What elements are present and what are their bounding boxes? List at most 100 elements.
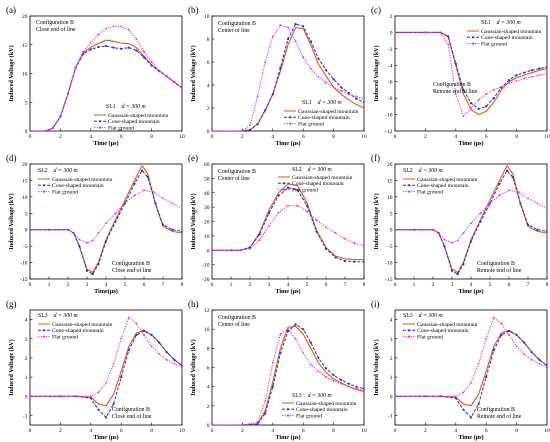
data-point: [171, 228, 174, 231]
x-tick-label: 2: [249, 282, 252, 288]
legend-marker: [98, 120, 102, 123]
data-point: [302, 352, 305, 355]
data-point: [340, 89, 343, 92]
y-tick-label: 0: [390, 394, 393, 400]
data-point: [530, 351, 533, 354]
series-line: [212, 205, 364, 251]
x-tick-label: 0: [211, 134, 214, 140]
series-line: [30, 317, 182, 397]
legend-label: Flat ground: [481, 41, 507, 47]
data-point: [456, 239, 459, 242]
data-point: [353, 260, 356, 263]
data-point: [477, 362, 480, 365]
data-point: [286, 329, 290, 333]
x-tick-label: 8: [546, 282, 549, 288]
data-point: [523, 353, 526, 355]
legend-marker: [288, 116, 292, 119]
legend-label: Cone-shaped mountain: [481, 35, 533, 41]
data-point: [507, 329, 511, 333]
data-point: [538, 362, 541, 365]
y-tick-label: -5: [23, 244, 28, 250]
data-point: [181, 366, 182, 369]
data-point: [161, 223, 165, 226]
plot-frame: [211, 15, 365, 132]
data-point: [395, 395, 396, 398]
data-point: [347, 93, 350, 96]
legend-label: Gaussian-shaped mountain: [481, 29, 542, 35]
x-tick-label: 7: [344, 282, 347, 288]
y-tick-label: -10: [202, 263, 210, 269]
data-point: [181, 207, 182, 210]
y-tick-label: 1: [25, 375, 28, 381]
data-point: [239, 249, 242, 252]
data-point: [127, 349, 130, 352]
x-tick-label: 8: [515, 428, 518, 434]
legend-label: Gaussian-shaped mountain: [417, 177, 478, 183]
y-tick-label: 20: [22, 14, 28, 20]
data-point: [127, 316, 130, 319]
x-tick-label: 7: [162, 282, 165, 288]
data-point: [347, 382, 350, 385]
data-point: [515, 345, 518, 348]
data-point: [104, 44, 108, 48]
x-tick-label: 4: [454, 428, 457, 434]
data-point: [324, 247, 328, 250]
data-point: [271, 35, 274, 38]
y-tick-label: 4: [207, 385, 210, 391]
legend-marker: [42, 335, 46, 338]
legend-label: Gaussian-shaped mountain: [298, 109, 359, 115]
configuration-note: Configuration B Remote end of line: [477, 260, 522, 274]
series-cone-shaped-mountain: [30, 44, 182, 131]
line-id: SL2: [292, 167, 302, 173]
y-tick-label: 4: [390, 318, 393, 324]
data-point: [508, 82, 510, 85]
data-point: [287, 26, 289, 29]
data-point: [162, 197, 164, 200]
data-point: [165, 358, 168, 361]
x-tick-label: 1: [413, 282, 416, 288]
data-point: [315, 219, 318, 221]
line-id: SL2: [38, 168, 48, 174]
data-point: [432, 228, 434, 231]
x-tick-label: 5: [124, 282, 127, 288]
data-point: [105, 381, 107, 384]
data-point: [309, 341, 312, 344]
data-point: [105, 222, 107, 225]
data-point: [67, 92, 69, 95]
data-point: [104, 416, 108, 419]
legend-marker: [282, 182, 286, 185]
data-point: [315, 230, 318, 233]
legend-label: Flat ground: [52, 189, 78, 195]
data-point: [180, 364, 182, 367]
y-tick-label: -15: [385, 277, 393, 283]
legend-label: Flat ground: [292, 187, 318, 193]
y-tick-label: 1: [390, 375, 393, 381]
data-point: [343, 259, 347, 263]
x-tick-label: 3: [86, 282, 89, 288]
data-point: [277, 211, 280, 214]
y-tick-label: -10: [20, 261, 28, 267]
y-tick-label: 50: [204, 176, 210, 182]
data-point: [523, 77, 526, 80]
data-point: [340, 86, 343, 89]
data-point: [59, 115, 62, 118]
panel-label: (a): [6, 5, 16, 15]
series-line: [30, 45, 182, 131]
data-point: [30, 228, 31, 231]
y-tick-label: 10: [22, 195, 28, 201]
y-axis-label: Induced Voltage (kV): [373, 339, 380, 395]
x-tick-label: 10: [179, 428, 185, 434]
legend-label: Cone-shaped mountain: [108, 119, 160, 125]
data-point: [545, 230, 547, 233]
x-tick-label: 8: [515, 134, 518, 140]
legend-label: Gaussian-shaped mountain: [52, 322, 113, 328]
data-point: [256, 95, 259, 98]
x-tick-label: 10: [179, 134, 185, 140]
data-point: [306, 210, 308, 213]
data-point: [355, 95, 358, 98]
data-point: [500, 333, 503, 337]
data-point: [30, 395, 31, 398]
y-tick-label: -1: [23, 413, 28, 419]
